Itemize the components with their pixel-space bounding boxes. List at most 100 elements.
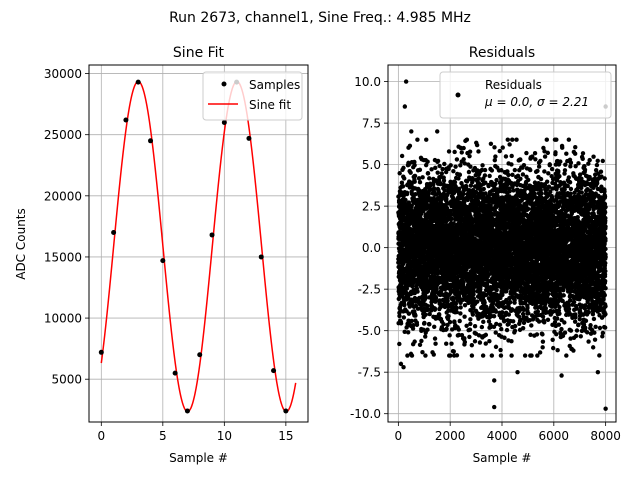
residual-point — [435, 158, 441, 164]
residual-point — [461, 145, 466, 151]
residual-point — [453, 164, 458, 169]
residual-point — [497, 322, 503, 327]
residual-point — [442, 161, 447, 167]
sample-point — [148, 138, 154, 144]
residual-point — [424, 137, 429, 142]
residual-point — [417, 342, 423, 348]
residual-point — [493, 309, 499, 314]
residual-point — [462, 336, 467, 341]
residual-point — [461, 157, 466, 162]
residual-point — [483, 341, 488, 346]
residual-point — [472, 324, 478, 329]
residual-point — [509, 153, 514, 159]
sample-point — [184, 408, 190, 414]
residual-point — [425, 327, 430, 332]
residual-point — [510, 137, 515, 142]
residual-point — [452, 319, 457, 324]
residual-point — [405, 353, 410, 358]
residual-point — [514, 137, 519, 142]
y-tick-label: 10.0 — [354, 75, 381, 89]
residual-point — [482, 300, 487, 305]
residual-point — [427, 311, 432, 317]
residual-point — [444, 341, 449, 346]
residual-point — [439, 171, 445, 176]
residual-point — [412, 162, 417, 168]
residual-point — [410, 326, 416, 331]
residual-point — [454, 353, 460, 358]
residual-point — [400, 184, 406, 189]
residuals-title: Residuals — [469, 45, 535, 61]
residual-point — [397, 171, 402, 176]
sine-fit-xlabel: Sample # — [169, 451, 228, 465]
sample-point — [123, 117, 129, 123]
residual-point — [402, 329, 407, 334]
residual-point — [423, 295, 428, 301]
residual-point — [427, 176, 432, 181]
residual-point — [433, 295, 439, 301]
residual-point — [444, 326, 449, 332]
residual-point — [468, 164, 473, 169]
residual-point — [482, 167, 488, 173]
residual-point — [474, 142, 480, 148]
residuals-ticks: 0 2000 4000 6000 8000-10.0-7.5-5.0-2.50.02.5… — [350, 75, 621, 443]
residual-point — [502, 335, 507, 340]
y-tick-label: 5000 — [51, 373, 82, 387]
sample-point — [111, 229, 117, 235]
residual-point — [451, 349, 456, 354]
residual-point — [457, 318, 462, 324]
residual-point — [447, 333, 452, 338]
residual-point — [470, 312, 476, 317]
residual-point — [486, 183, 491, 189]
residuals-xlabel: Sample # — [473, 451, 532, 465]
residual-point — [441, 178, 447, 183]
sine-fit-legend-box — [202, 71, 303, 121]
residual-point — [397, 313, 402, 319]
residual-point — [468, 321, 473, 327]
y-tick-label: -10.0 — [350, 407, 381, 421]
residual-point — [493, 344, 499, 350]
sample-point — [271, 368, 277, 374]
residual-point — [432, 336, 438, 341]
residual-point — [472, 339, 478, 344]
residual-point — [397, 341, 402, 347]
residual-point — [421, 327, 426, 332]
sample-point — [98, 349, 104, 355]
residual-point — [521, 163, 527, 168]
residual-point — [456, 327, 461, 332]
residual-point — [438, 181, 443, 187]
residual-point — [413, 313, 418, 318]
residual-point — [406, 162, 411, 167]
residual-point — [479, 324, 485, 330]
sample-point — [246, 135, 252, 141]
y-tick-label: -2.5 — [358, 283, 381, 297]
residual-point — [494, 287, 499, 293]
residual-point — [458, 311, 463, 316]
residual-point — [481, 319, 486, 325]
sample-point — [283, 408, 289, 414]
residual-point — [402, 302, 407, 308]
residual-point — [412, 339, 417, 344]
residual-point — [412, 173, 418, 179]
residual-point — [411, 322, 416, 328]
residual-point — [462, 339, 468, 345]
residual-point — [489, 168, 495, 173]
residual-point — [426, 189, 432, 194]
y-tick-label: 20000 — [44, 189, 82, 203]
residual-point — [509, 162, 514, 167]
residual-point — [508, 299, 513, 305]
sample-point — [135, 79, 141, 85]
sine-fit-curve — [100, 80, 297, 413]
residual-point — [477, 340, 483, 345]
y-tick-label: 30000 — [44, 67, 82, 81]
residual-point — [446, 149, 452, 154]
residual-point — [454, 157, 460, 162]
residual-point — [505, 137, 510, 142]
residual-point — [445, 322, 450, 328]
residuals-panel: Residuals Sample # 0 2000 4000 6000 8000-10.… — [350, 45, 621, 465]
residual-point — [449, 216, 454, 221]
residual-point — [467, 149, 473, 154]
residual-point — [429, 167, 434, 172]
residual-point — [404, 190, 410, 196]
sample-point — [160, 258, 166, 264]
